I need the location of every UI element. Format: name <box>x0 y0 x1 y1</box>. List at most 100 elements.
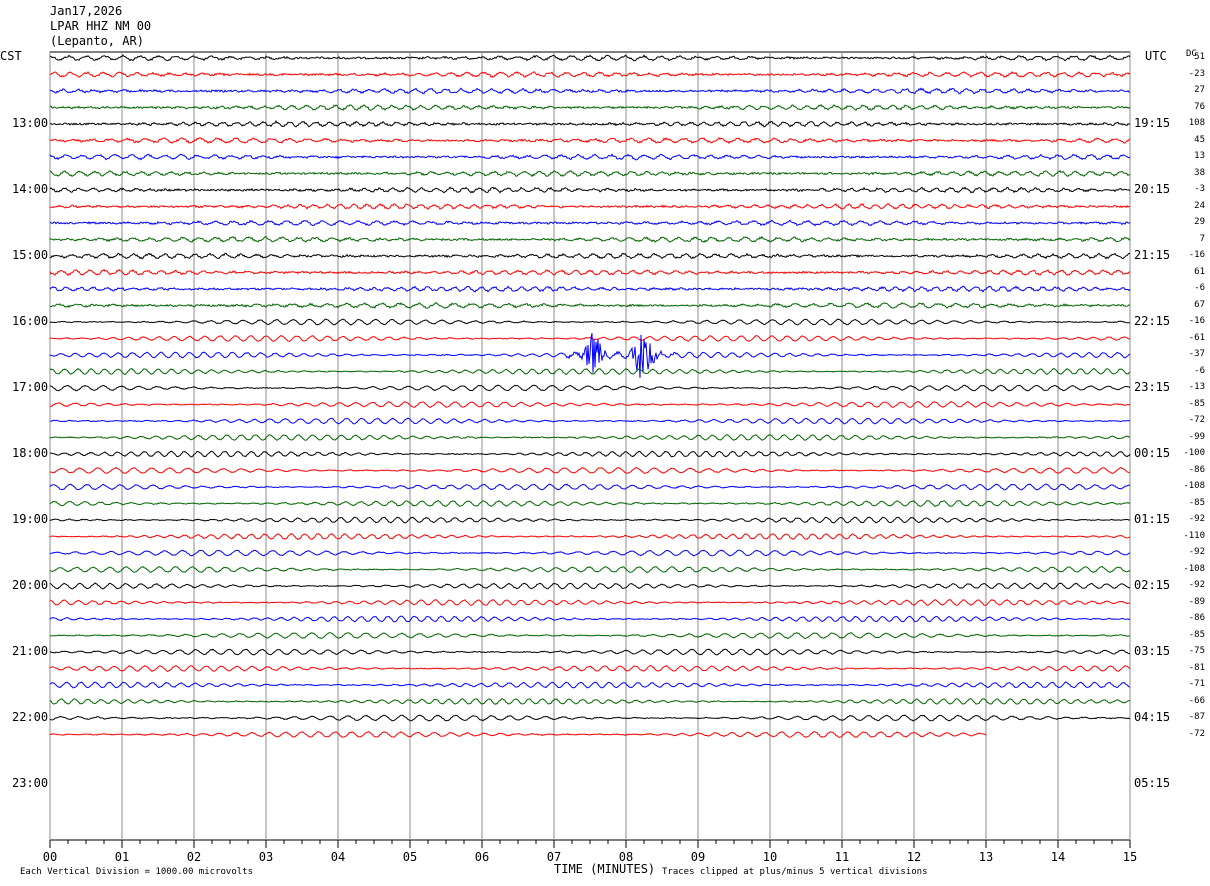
dc-offset: -71 <box>1188 679 1205 689</box>
x-tick-label: 15 <box>1123 850 1137 864</box>
trace-25 <box>49 467 1131 475</box>
left-hour-label: 18:00 <box>12 446 49 460</box>
dc-offset: -6 <box>1194 283 1205 293</box>
dc-offset: 45 <box>1194 134 1205 145</box>
dc-offset: 29 <box>1194 217 1205 227</box>
trace-16 <box>49 318 1131 326</box>
header-station: LPAR HHZ NM 00 <box>50 19 152 33</box>
dc-offset: -16 <box>1188 250 1205 260</box>
dc-offset: 27 <box>1194 85 1205 95</box>
dc-offset: 13 <box>1194 151 1205 161</box>
trace-0 <box>49 54 1131 62</box>
dc-offset: -85 <box>1188 398 1205 409</box>
dc-offset: -16 <box>1188 316 1205 326</box>
dc-offset: -86 <box>1188 464 1205 475</box>
dc-offset: -61 <box>1188 332 1205 343</box>
right-hour-label: 03:15 <box>1134 644 1171 658</box>
trace-15 <box>49 302 1131 309</box>
left-hour-label: 17:00 <box>12 380 49 394</box>
trace-8 <box>49 186 1131 194</box>
trace-11 <box>49 235 1131 243</box>
x-tick-label: 03 <box>259 850 273 864</box>
trace-20 <box>49 384 1131 392</box>
trace-32 <box>49 582 1131 590</box>
dc-offset: -89 <box>1188 596 1205 607</box>
x-tick-label: 02 <box>187 850 201 864</box>
trace-41 <box>49 731 987 738</box>
dc-offset: -92 <box>1188 580 1205 590</box>
dc-offset: -108 <box>1183 481 1205 491</box>
dc-offset: -100 <box>1183 448 1205 458</box>
dc-offset: -13 <box>1188 382 1205 392</box>
dc-offset: -37 <box>1188 349 1205 359</box>
left-hour-label: 16:00 <box>12 314 49 328</box>
trace-12 <box>49 252 1130 260</box>
trace-23 <box>49 434 1131 441</box>
trace-6 <box>49 153 1131 161</box>
x-tick-label: 08 <box>619 850 633 864</box>
trace-13 <box>49 268 1131 277</box>
dc-offset: -66 <box>1188 695 1205 706</box>
trace-24 <box>49 450 1131 458</box>
right-hour-label: 05:15 <box>1134 776 1171 790</box>
traces <box>49 54 1131 738</box>
x-tick-label: 07 <box>547 850 561 864</box>
trace-19 <box>49 367 1131 376</box>
dc-offset: -92 <box>1188 547 1205 557</box>
left-hour-label: 20:00 <box>12 578 49 592</box>
left-hour-label: 21:00 <box>12 644 49 658</box>
left-hour-label: 19:00 <box>12 512 49 526</box>
dc-offset: -3 <box>1194 184 1205 194</box>
dc-offset: 76 <box>1194 101 1205 112</box>
trace-17 <box>49 335 1131 343</box>
x-tick-label: 14 <box>1051 850 1065 864</box>
trace-9 <box>49 203 1131 210</box>
trace-22 <box>49 417 1131 425</box>
dc-offset: -72 <box>1188 415 1205 425</box>
dc-offset: -92 <box>1188 514 1205 524</box>
dc-offset: 67 <box>1194 299 1205 310</box>
x-tick-label: 12 <box>907 850 921 864</box>
trace-26 <box>49 483 1131 491</box>
trace-28 <box>49 516 1131 524</box>
right-hour-label: 20:15 <box>1134 182 1171 196</box>
dc-offset: 51 <box>1194 52 1205 62</box>
right-hour-label: 01:15 <box>1134 512 1171 526</box>
trace-10 <box>49 219 1131 227</box>
dc-offset: -85 <box>1188 629 1205 640</box>
trace-3 <box>49 103 1131 111</box>
x-axis-label: TIME (MINUTES) <box>554 862 656 876</box>
trace-14 <box>49 285 1131 293</box>
right-hour-label: 23:15 <box>1134 380 1171 394</box>
dc-offset: -23 <box>1188 68 1205 79</box>
trace-4 <box>49 120 1131 128</box>
trace-30 <box>49 549 1131 557</box>
trace-36 <box>49 648 1131 656</box>
dc-offset: 24 <box>1194 200 1205 211</box>
trace-18 <box>49 333 1131 378</box>
dc-offset: -72 <box>1188 728 1205 739</box>
left-zone-label: CST <box>0 49 22 63</box>
dc-offset: -81 <box>1188 662 1205 673</box>
trace-2 <box>49 87 1131 95</box>
trace-1 <box>49 70 1131 78</box>
trace-27 <box>49 499 1131 507</box>
clip-note: Traces clipped at plus/minus 5 vertical … <box>662 867 928 877</box>
x-tick-label: 00 <box>43 850 57 864</box>
trace-37 <box>49 664 1131 672</box>
right-hour-label: 04:15 <box>1134 710 1171 724</box>
trace-31 <box>49 565 1131 574</box>
x-tick-label: 11 <box>835 850 849 864</box>
x-tick-label: 01 <box>115 850 129 864</box>
trace-40 <box>49 714 1131 722</box>
trace-39 <box>49 697 1130 705</box>
right-hour-label: 21:15 <box>1134 248 1171 262</box>
trace-38 <box>49 681 1131 689</box>
dc-offset: -99 <box>1188 431 1205 442</box>
x-tick-label: 13 <box>979 850 993 864</box>
dc-offset: 108 <box>1188 118 1205 128</box>
trace-33 <box>49 598 1131 606</box>
dc-offset: -86 <box>1188 613 1205 623</box>
trace-7 <box>49 170 1131 178</box>
